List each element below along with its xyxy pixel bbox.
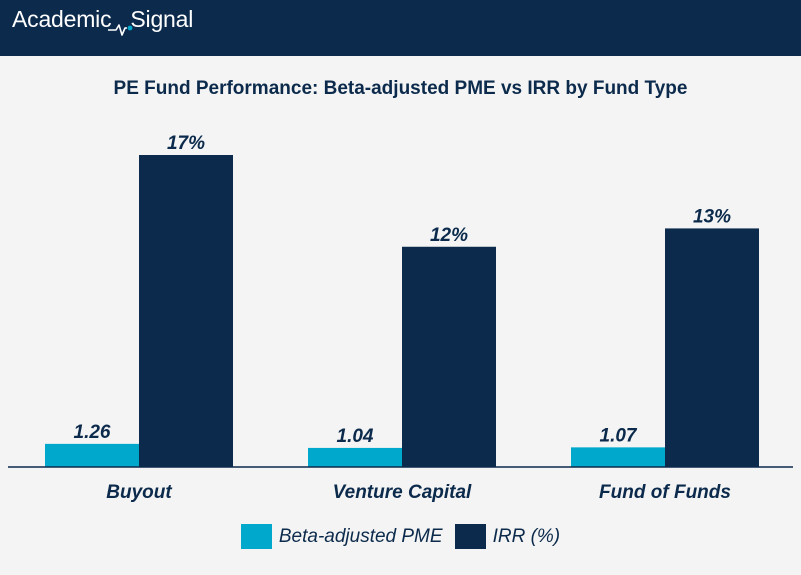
legend-label-irr: IRR (%) <box>492 525 561 547</box>
bars-layer <box>45 155 759 467</box>
legend-swatch-pme <box>240 524 272 549</box>
category-label-0: Buyout <box>106 482 172 503</box>
bar-irr-0 <box>139 155 233 467</box>
bar-irr-2 <box>665 228 759 467</box>
legend-swatch-irr <box>454 524 486 549</box>
data-label-pme-0: 1.26 <box>74 422 111 443</box>
app-header: Academic Signal <box>0 0 801 56</box>
labels-layer: 1.26 17% Buyout 1.04 12% Venture Capital 1.07 1… <box>74 133 732 503</box>
bar-pme-2 <box>571 447 665 467</box>
legend-label-pme: Beta-adjusted PME <box>278 525 443 547</box>
brand-name-part1: Academic <box>12 6 112 32</box>
data-label-pme-2: 1.07 <box>600 425 638 446</box>
bar-pme-0 <box>45 443 139 467</box>
data-label-irr-1: 12% <box>430 225 468 246</box>
brand-name-part2: Signal <box>130 6 194 32</box>
chart-title: PE Fund Performance: Beta-adjusted PME v… <box>113 78 688 99</box>
chart-legend: Beta-adjusted PME IRR (%) <box>0 524 801 549</box>
bar-irr-1 <box>402 246 496 467</box>
legend-item-irr: IRR (%) <box>454 524 561 549</box>
data-label-irr-2: 13% <box>693 206 731 227</box>
category-label-2: Fund of Funds <box>599 482 731 503</box>
brand-logo: Academic Signal <box>12 6 193 36</box>
category-label-1: Venture Capital <box>333 482 472 503</box>
data-label-irr-0: 17% <box>167 133 205 154</box>
legend-item-pme: Beta-adjusted PME <box>240 524 443 549</box>
data-label-pme-1: 1.04 <box>337 426 374 447</box>
bar-pme-1 <box>308 447 402 467</box>
pulse-icon <box>108 24 133 36</box>
